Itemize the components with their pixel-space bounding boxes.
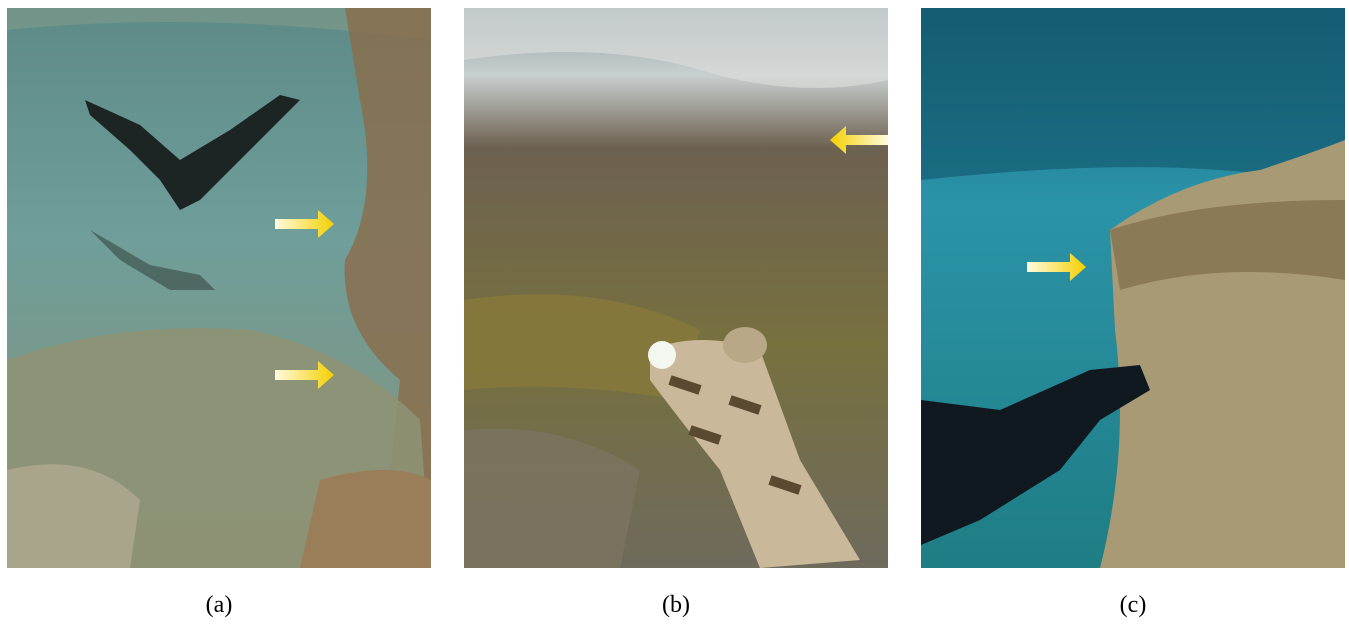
panel-label: (c) (1120, 592, 1147, 618)
panel-label: (a) (206, 592, 233, 618)
photo-a (7, 8, 431, 568)
photo-b (464, 8, 888, 568)
panel-label: (b) (662, 592, 690, 618)
photo-c (921, 8, 1345, 568)
